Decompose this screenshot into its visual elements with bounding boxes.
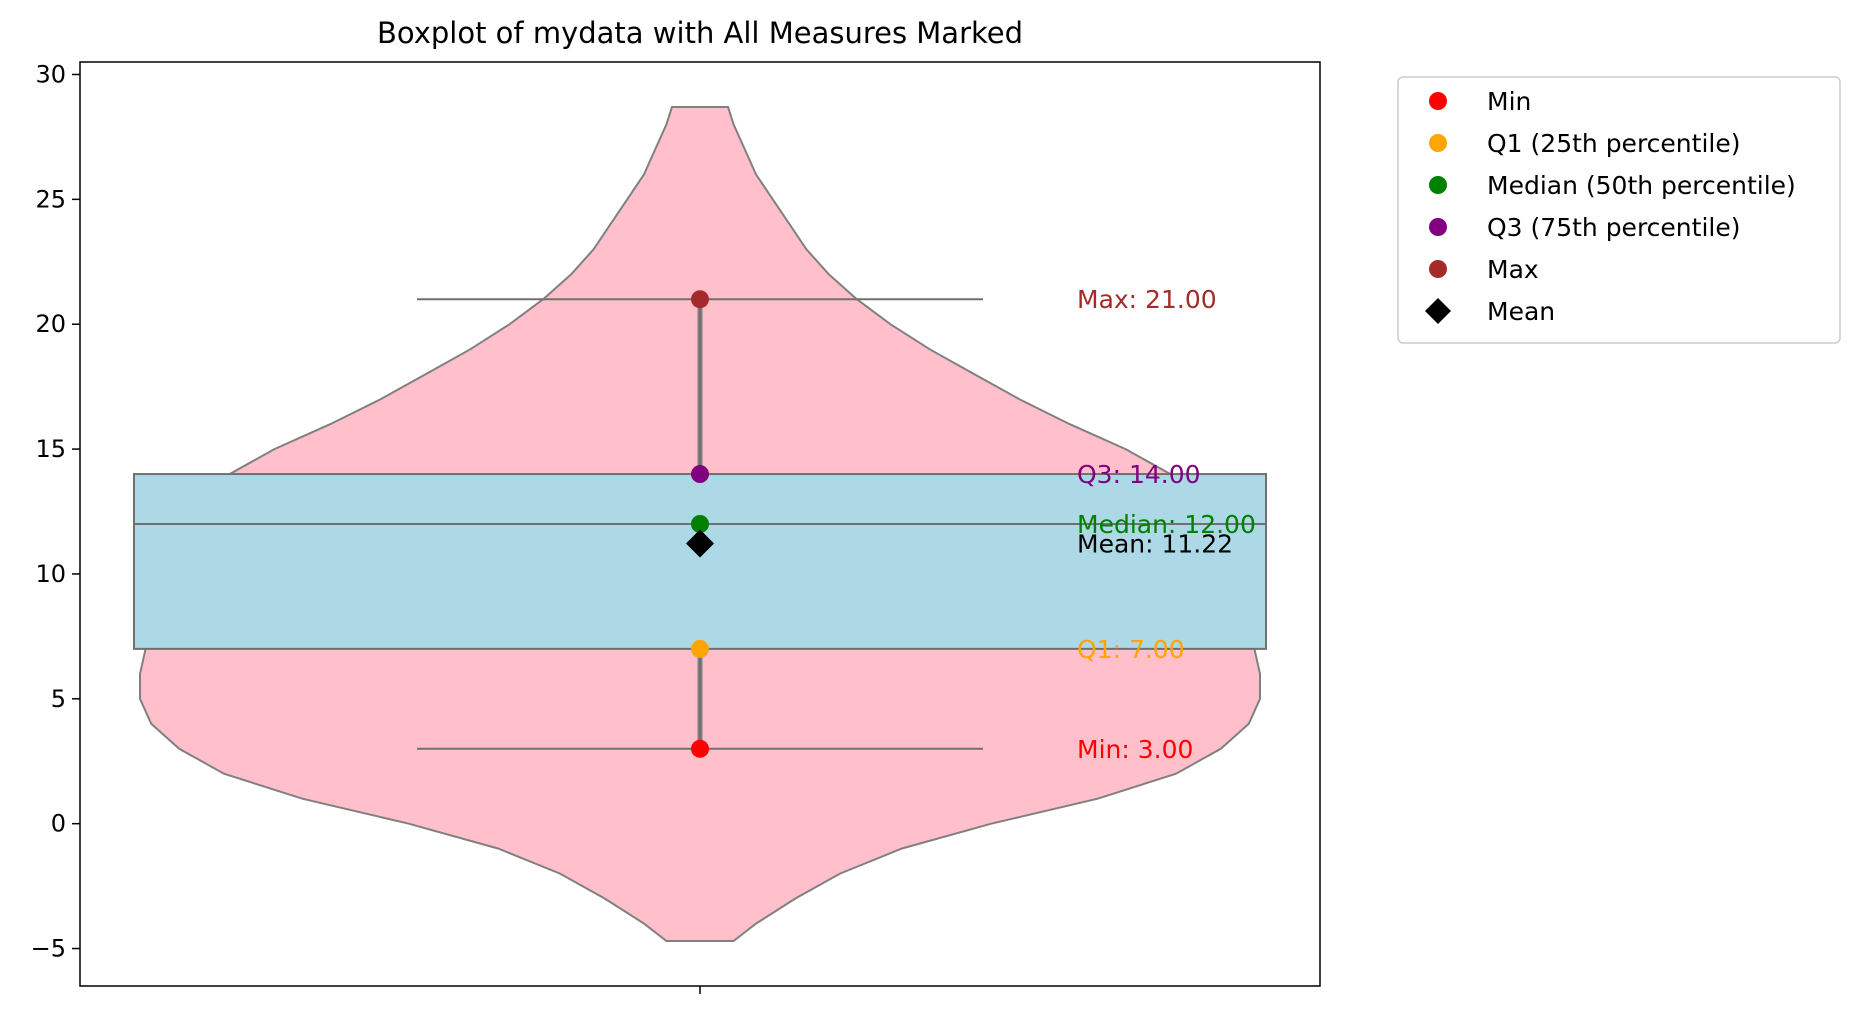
legend-label-median: Median (50th percentile) bbox=[1487, 171, 1796, 200]
marker-mean bbox=[686, 529, 714, 558]
legend-box bbox=[1397, 76, 1841, 344]
y-tick-label: −5 bbox=[31, 935, 66, 963]
marker-max bbox=[691, 290, 709, 309]
y-tick-label: 15 bbox=[35, 435, 66, 463]
y-tick-label: 0 bbox=[51, 810, 66, 838]
annotation-layer: Min: 3.00 Q1: 7.00 Median: 12.00 Q3: 14.00 M… bbox=[1077, 285, 1256, 764]
y-tick-label: 10 bbox=[35, 560, 66, 588]
annotation-q3: Q3: 14.00 bbox=[1077, 460, 1201, 489]
legend-label-min: Min bbox=[1487, 87, 1531, 116]
annotation-mean: Mean: 11.22 bbox=[1077, 529, 1233, 558]
y-tick-label: 30 bbox=[35, 60, 66, 88]
legend-label-max: Max bbox=[1487, 255, 1539, 284]
marker-median bbox=[691, 515, 709, 533]
legend-marker-max bbox=[1429, 260, 1447, 278]
legend-label-mean: Mean bbox=[1487, 297, 1555, 326]
annotation-q1: Q1: 7.00 bbox=[1077, 635, 1185, 664]
legend-marker-mean bbox=[1425, 298, 1451, 324]
legend: Min Q1 (25th percentile) Median (50th perc… bbox=[1397, 76, 1841, 344]
y-tick-label: 25 bbox=[35, 185, 66, 213]
y-tick-label: 20 bbox=[35, 310, 66, 338]
annotation-median: Median: 12.00 bbox=[1077, 510, 1256, 539]
marker-min bbox=[691, 739, 709, 758]
y-tick-label: 5 bbox=[51, 685, 66, 713]
legend-marker-median bbox=[1429, 176, 1447, 194]
marker-q1 bbox=[691, 639, 709, 658]
legend-marker-q1 bbox=[1429, 134, 1447, 152]
legend-marker-q3 bbox=[1429, 218, 1447, 236]
marker-q3 bbox=[691, 465, 709, 484]
legend-label-q3: Q3 (75th percentile) bbox=[1487, 213, 1740, 242]
box-body bbox=[133, 473, 1267, 650]
legend-label-q1: Q1 (25th percentile) bbox=[1487, 129, 1740, 158]
marker-layer bbox=[686, 290, 714, 758]
chart-title: Boxplot of mydata with All Measures Mark… bbox=[377, 16, 1023, 50]
legend-marker-min bbox=[1429, 92, 1447, 110]
axis-layer: −5 0 5 10 15 20 25 30 bbox=[31, 60, 1321, 994]
annotation-max: Max: 21.00 bbox=[1077, 285, 1217, 314]
annotation-min: Min: 3.00 bbox=[1077, 735, 1193, 764]
